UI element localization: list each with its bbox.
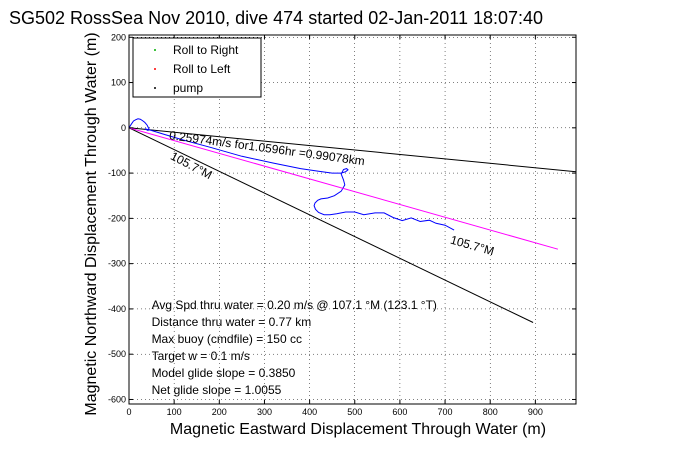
- stats-text-line: Target w = 0.1 m/s: [152, 349, 250, 363]
- series-line: [129, 118, 455, 231]
- legend-label: pump: [173, 81, 203, 95]
- legend-marker: [154, 68, 156, 70]
- y-tick-label: 200: [111, 32, 126, 42]
- x-tick-label: 900: [528, 407, 543, 417]
- legend-marker: [154, 87, 156, 89]
- x-tick-label: 400: [302, 407, 317, 417]
- y-tick-label: 100: [111, 78, 126, 88]
- stats-text-line: Distance thru water = 0.77 km: [152, 315, 312, 329]
- legend-label: Roll to Right: [173, 43, 239, 57]
- chart-title: SG502 RossSea Nov 2010, dive 474 started…: [9, 8, 543, 28]
- y-tick-label: 0: [121, 123, 126, 133]
- stats-text-line: Model glide slope = 0.3850: [152, 366, 296, 380]
- series-line: [129, 127, 559, 250]
- plot-area: 0 100 200 300 400 500 600 700 800 900 200 100 0 -100 -…: [108, 32, 577, 417]
- reference-line: [129, 127, 534, 323]
- x-tick-label: 0: [126, 407, 131, 417]
- reference-line: [129, 127, 576, 173]
- y-axis-label: Magnetic Northward Displacement Through …: [83, 32, 100, 415]
- stats-text-line: Max buoy (cmdfile) = 150 cc: [152, 332, 302, 346]
- x-tick-label: 100: [167, 407, 182, 417]
- x-tick-label: 700: [438, 407, 453, 417]
- x-tick-label: 500: [347, 407, 362, 417]
- y-tick-label: -300: [108, 259, 126, 269]
- x-tick-label: 600: [392, 407, 407, 417]
- y-tick-label: -200: [108, 213, 126, 223]
- x-tick-label: 800: [483, 407, 498, 417]
- legend-box: [132, 37, 262, 98]
- y-tick-label: -500: [108, 349, 126, 359]
- x-axis-label: Magnetic Eastward Displacement Through W…: [170, 421, 546, 438]
- y-tick-label: -600: [108, 394, 126, 404]
- axes-box: [128, 34, 577, 405]
- stats-text-line: Avg Spd thru water = 0.20 m/s @ 107.1 °M…: [152, 298, 437, 312]
- x-tick-label: 300: [257, 407, 272, 417]
- stats-text-line: Net glide slope = 1.0055: [152, 383, 282, 397]
- y-tick-label: -100: [108, 168, 126, 178]
- y-tick-label: -400: [108, 304, 126, 314]
- x-tick-label: 200: [212, 407, 227, 417]
- legend-marker: [154, 49, 156, 51]
- legend-label: Roll to Left: [173, 62, 231, 76]
